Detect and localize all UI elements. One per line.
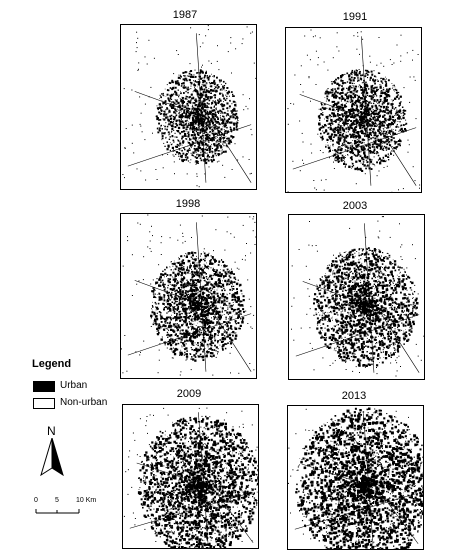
urban-map-1987 [120,24,257,190]
panel-title-2003: 2003 [285,200,425,212]
panel-title-1987: 1987 [115,9,255,21]
urban-map-2003 [288,214,425,380]
scale-tick-0: 0 [34,497,38,504]
legend-label-urban: Urban [60,380,87,391]
urban-map-2009 [122,404,259,549]
scale-bar [33,506,83,516]
legend-swatch-non-urban [33,398,55,409]
scale-tick-5: 5 [55,497,59,504]
scale-tick-10km: 10 Km [76,497,96,504]
urban-area-pattern [288,408,424,550]
urban-area-pattern [288,30,423,194]
urban-map-1998 [120,213,257,379]
panel-title-2009: 2009 [119,388,259,400]
urban-map-1991 [285,27,422,193]
panel-title-2013: 2013 [284,390,424,402]
panel-title-1998: 1998 [118,198,258,210]
legend-title: Legend [32,358,71,370]
urban-area-pattern [291,216,424,380]
north-arrow-icon [40,438,64,476]
legend-swatch-urban [33,381,55,392]
north-arrow-letter: N [47,424,56,438]
urban-map-2013 [287,405,424,550]
legend-label-non-urban: Non-urban [60,397,107,408]
urban-area-pattern [121,215,256,380]
urban-area-pattern [122,25,257,190]
panel-title-1991: 1991 [285,11,425,23]
urban-area-pattern [124,408,259,549]
